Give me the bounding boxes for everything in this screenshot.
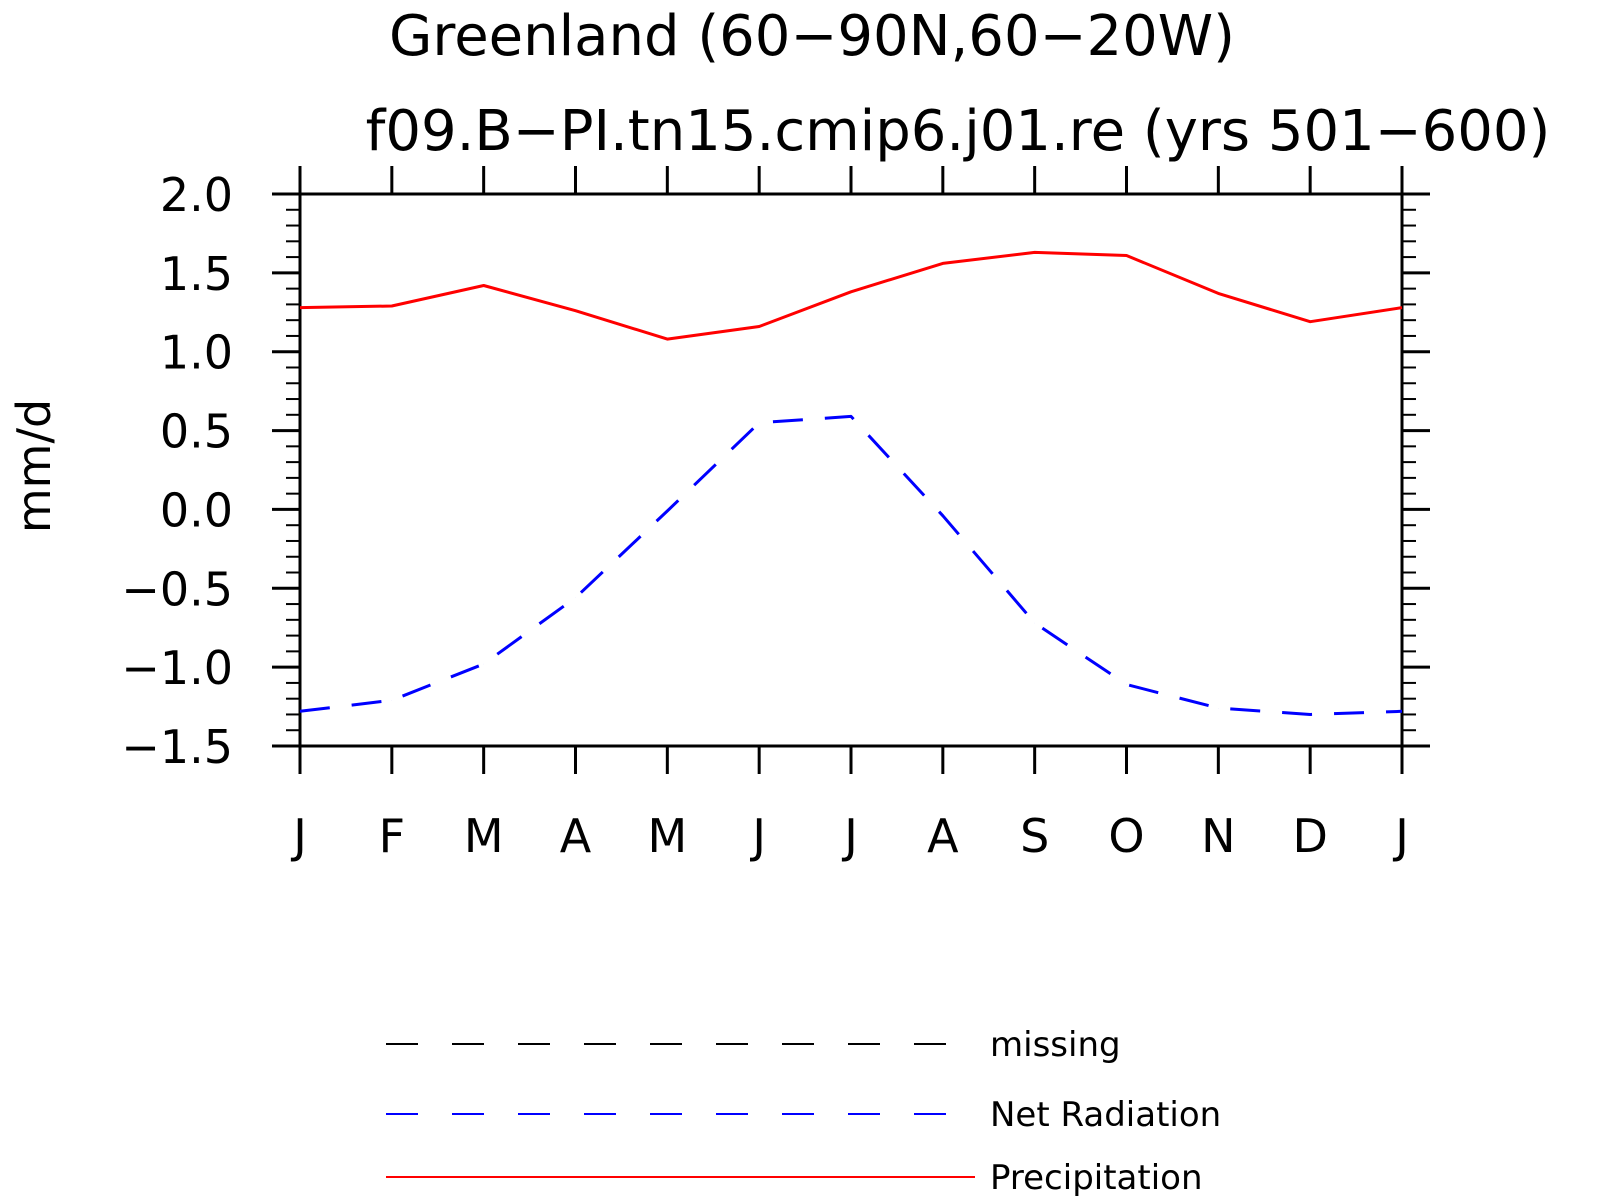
series-layer <box>299 250 1403 716</box>
chart-title: Greenland (60−90N,60−20W) <box>389 4 1235 69</box>
y-tick-label: −1.0 <box>121 641 233 695</box>
x-tick-label: J <box>749 809 766 863</box>
x-tick-label: S <box>1020 809 1049 863</box>
chart-subtitle: f09.B−PI.tn15.cmip6.j01.re (yrs 501−600) <box>366 99 1551 164</box>
axes: 2.0 1.5 1.0 0.5 0.0 −0.5 −1.0 −1.5 J F M A M J J A S O N D J <box>121 166 1430 863</box>
x-tick-label: J <box>290 809 307 863</box>
y-tick-label: 0.5 <box>160 405 233 459</box>
legend-label: missing <box>990 1025 1121 1065</box>
y-tick-label: 0.0 <box>160 483 233 537</box>
x-tick-label: J <box>841 809 858 863</box>
y-tick-label: −1.5 <box>121 720 233 774</box>
plot-frame <box>298 192 1404 748</box>
legend-label: Precipitation <box>990 1158 1203 1198</box>
y-tick-label: −0.5 <box>121 562 233 616</box>
x-tick-label: N <box>1201 809 1235 863</box>
x-tick-label: F <box>379 809 405 863</box>
x-tick-label: A <box>927 809 959 863</box>
x-tick-label: M <box>464 809 504 863</box>
y-tick-label: 2.0 <box>160 168 233 222</box>
y-tick-label: 1.0 <box>160 326 233 380</box>
x-tick-label: J <box>1392 809 1409 863</box>
series-line-precipitation <box>299 250 1403 341</box>
y-axis-label: mm/d <box>7 399 61 533</box>
x-tick-label: A <box>560 809 592 863</box>
x-tick-label: O <box>1108 809 1144 863</box>
y-tick-label: 1.5 <box>160 247 233 301</box>
legend: missing Net Radiation Precipitation <box>386 1025 1221 1198</box>
legend-label: Net Radiation <box>990 1095 1221 1135</box>
x-tick-label: D <box>1292 809 1327 863</box>
series-line-net-radiation <box>299 414 1403 716</box>
x-tick-label: M <box>647 809 687 863</box>
